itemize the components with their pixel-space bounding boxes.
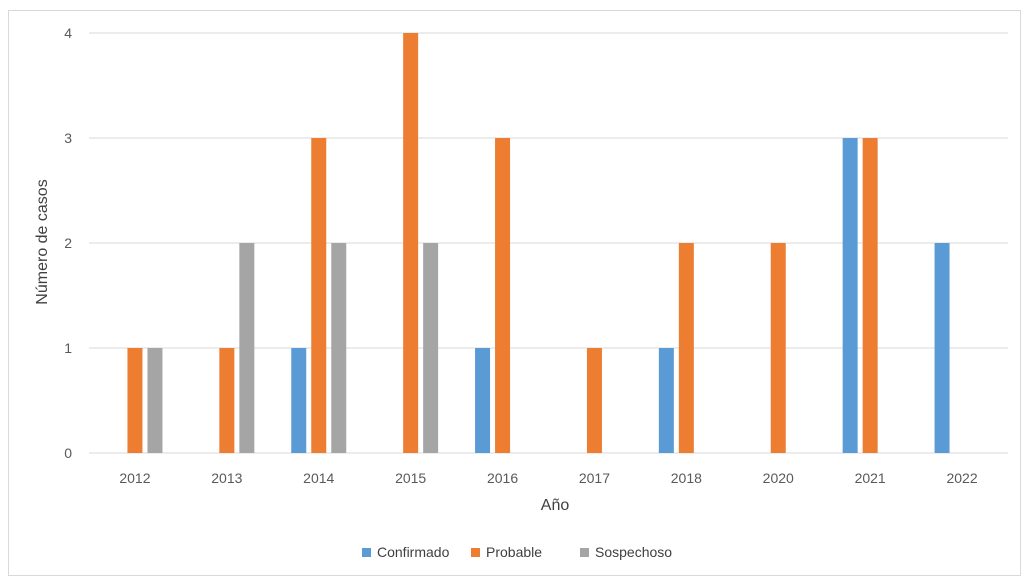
- y-tick-label: 1: [64, 340, 72, 356]
- y-tick-labels: 0 1 2 3 4: [64, 25, 72, 461]
- x-tick-label: 2018: [671, 470, 702, 486]
- legend-swatch-sospechoso: [580, 548, 589, 557]
- x-tick-label: 2017: [579, 470, 610, 486]
- bar-probable-2018: [678, 243, 694, 453]
- x-tick-label: 2014: [303, 470, 334, 486]
- bar-probable-2016: [495, 138, 511, 453]
- legend-label-confirmado: Confirmado: [377, 544, 450, 560]
- y-axis-title: Número de casos: [34, 179, 51, 304]
- x-tick-label: 2016: [487, 470, 518, 486]
- bar-probable-2017: [586, 348, 602, 453]
- y-tick-label: 3: [64, 130, 72, 146]
- bar-probable-2020: [770, 243, 786, 453]
- legend-swatch-confirmado: [362, 548, 371, 557]
- bar-probable-2014: [311, 138, 327, 453]
- bar-sospechoso-2014: [331, 243, 347, 453]
- legend-label-probable: Probable: [486, 544, 542, 560]
- bar-confirmado-2014: [291, 348, 307, 453]
- x-tick-label: 2020: [763, 470, 794, 486]
- x-axis-title: Año: [541, 497, 570, 514]
- bar-confirmado-2022: [934, 243, 950, 453]
- bar-confirmado-2016: [475, 348, 491, 453]
- x-tick-label: 2021: [855, 470, 886, 486]
- bar-probable-2021: [862, 138, 878, 453]
- x-tick-labels: 2012 2013 2014 2015 2016 2017 2018 2020 2021 2022: [119, 470, 977, 486]
- bar-sospechoso-2012: [147, 348, 163, 453]
- x-tick-label: 2022: [946, 470, 977, 486]
- bars: [127, 33, 950, 453]
- y-tick-label: 2: [64, 235, 72, 251]
- legend: Confirmado Probable Sospechoso: [362, 544, 672, 560]
- y-tick-label: 0: [64, 445, 72, 461]
- x-tick-label: 2013: [211, 470, 242, 486]
- bar-probable-2013: [219, 348, 235, 453]
- bar-probable-2012: [127, 348, 143, 453]
- legend-swatch-probable: [471, 548, 480, 557]
- x-tick-label: 2012: [119, 470, 150, 486]
- bar-confirmado-2018: [658, 348, 674, 453]
- x-tick-label: 2015: [395, 470, 426, 486]
- y-tick-label: 4: [64, 25, 72, 41]
- bar-sospechoso-2015: [423, 243, 439, 453]
- bar-confirmado-2021: [842, 138, 858, 453]
- bar-sospechoso-2013: [239, 243, 255, 453]
- bar-probable-2015: [403, 33, 419, 453]
- legend-label-sospechoso: Sospechoso: [595, 544, 672, 560]
